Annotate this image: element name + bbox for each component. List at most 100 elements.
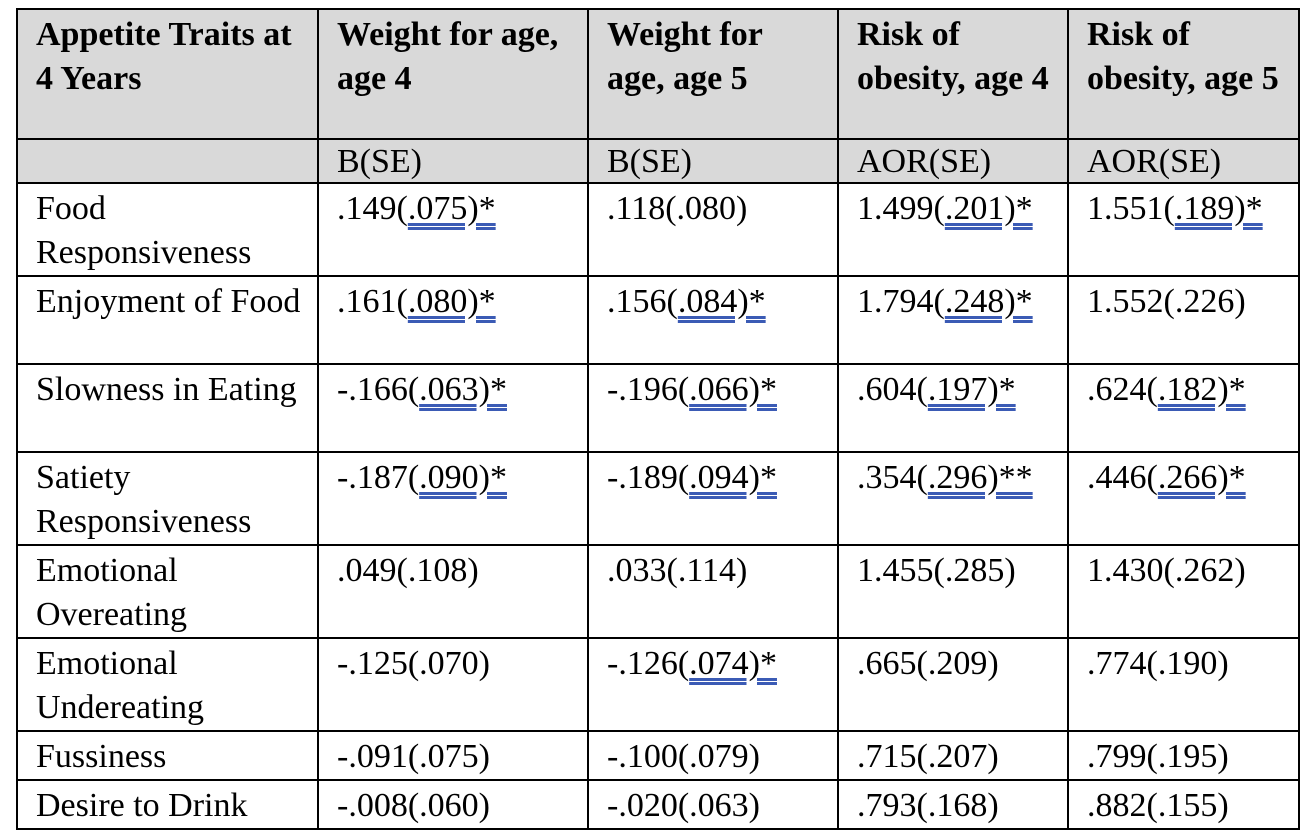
underlined-value-link[interactable]: .248)* <box>944 283 1033 320</box>
value-text: .049(.108) <box>337 552 479 589</box>
table-row: Satiety Responsiveness -.187(.090)* -.189(… <box>16 451 1300 546</box>
value-text: .156( <box>607 283 678 320</box>
value-cell: 1.551(.189)* <box>1067 182 1300 277</box>
table-row: Slowness in Eating -.166(.063)* -.196(.066… <box>16 363 1300 453</box>
underlined-value-link[interactable]: .201)* <box>944 190 1033 227</box>
underlined-value-link[interactable]: .296)** <box>927 459 1033 496</box>
value-cell: .624(.182)* <box>1067 363 1300 453</box>
value-cell: .793(.168) <box>837 779 1069 830</box>
trait-name-cell: Satiety Responsiveness <box>16 451 319 546</box>
trait-name-cell: Emotional Overeating <box>16 544 319 639</box>
value-cell: .446(.266)* <box>1067 451 1300 546</box>
header-weight-age-4: Weight for age, age 4 <box>317 8 589 140</box>
underlined-value-link[interactable]: .066)* <box>689 371 777 408</box>
value-text: -.125(.070) <box>337 645 490 682</box>
value-cell: .149(.075)* <box>317 182 589 277</box>
underlined-value-link[interactable]: .182)* <box>1157 371 1246 408</box>
value-text: .774(.190) <box>1087 645 1229 682</box>
value-cell: .799(.195) <box>1067 730 1300 781</box>
underlined-value-link[interactable]: .197)* <box>927 371 1016 408</box>
underlined-value-link[interactable]: .075)* <box>407 190 496 227</box>
value-text: -.196( <box>607 371 690 408</box>
value-text: .715(.207) <box>857 738 999 775</box>
trait-name-cell: Slowness in Eating <box>16 363 319 453</box>
value-text: 1.551( <box>1087 190 1175 227</box>
value-cell: .118(.080) <box>587 182 839 277</box>
appetite-traits-table: Appetite Traits at 4 Years Weight for ag… <box>16 8 1300 830</box>
underlined-value-link[interactable]: .189)* <box>1174 190 1263 227</box>
value-cell: -.008(.060) <box>317 779 589 830</box>
value-cell: .774(.190) <box>1067 637 1300 732</box>
value-text: .033(.114) <box>607 552 748 589</box>
table-row: Emotional Undereating -.125(.070) -.126(.0… <box>16 637 1300 732</box>
value-text: 1.794( <box>857 283 945 320</box>
header-appetite-traits: Appetite Traits at 4 Years <box>16 8 319 140</box>
value-text: .354( <box>857 459 928 496</box>
value-cell: .715(.207) <box>837 730 1069 781</box>
value-cell: -.166(.063)* <box>317 363 589 453</box>
trait-name-cell: Enjoyment of Food <box>16 275 319 365</box>
value-cell: -.125(.070) <box>317 637 589 732</box>
underlined-value-link[interactable]: .063)* <box>419 371 507 408</box>
subheader-cell: AOR(SE) <box>837 138 1069 184</box>
value-cell: -.126(.074)* <box>587 637 839 732</box>
value-text: 1.455(.285) <box>857 552 1016 589</box>
trait-name-cell: Food Responsiveness <box>16 182 319 277</box>
header-weight-age-5: Weight for age, age 5 <box>587 8 839 140</box>
value-cell: .882(.155) <box>1067 779 1300 830</box>
value-cell: .665(.209) <box>837 637 1069 732</box>
value-text: -.020(.063) <box>607 787 760 824</box>
value-cell: 1.430(.262) <box>1067 544 1300 639</box>
value-cell: -.091(.075) <box>317 730 589 781</box>
subheader-cell: B(SE) <box>587 138 839 184</box>
subheader-cell <box>16 138 319 184</box>
table-body: Food Responsiveness .149(.075)* .118(.080)… <box>16 182 1300 830</box>
underlined-value-link[interactable]: .080)* <box>407 283 496 320</box>
underlined-value-link[interactable]: .084)* <box>677 283 766 320</box>
table-row: Food Responsiveness .149(.075)* .118(.080)… <box>16 182 1300 277</box>
value-cell: 1.794(.248)* <box>837 275 1069 365</box>
value-text: .793(.168) <box>857 787 999 824</box>
value-text: .446( <box>1087 459 1158 496</box>
value-text: -.187( <box>337 459 420 496</box>
subheader-cell: AOR(SE) <box>1067 138 1300 184</box>
table-row: Enjoyment of Food .161(.080)* .156(.084)* 1… <box>16 275 1300 365</box>
value-text: .149( <box>337 190 408 227</box>
underlined-value-link[interactable]: .090)* <box>419 459 507 496</box>
subheader-cell: B(SE) <box>317 138 589 184</box>
value-text: .799(.195) <box>1087 738 1229 775</box>
value-cell: 1.455(.285) <box>837 544 1069 639</box>
value-text: .882(.155) <box>1087 787 1229 824</box>
value-cell: -.100(.079) <box>587 730 839 781</box>
value-cell: -.187(.090)* <box>317 451 589 546</box>
value-text: -.091(.075) <box>337 738 490 775</box>
value-text: 1.499( <box>857 190 945 227</box>
value-text: .604( <box>857 371 928 408</box>
trait-name-cell: Emotional Undereating <box>16 637 319 732</box>
header-obesity-age-5: Risk of obesity, age 5 <box>1067 8 1300 140</box>
value-cell: .156(.084)* <box>587 275 839 365</box>
value-cell: .049(.108) <box>317 544 589 639</box>
value-cell: .161(.080)* <box>317 275 589 365</box>
value-text: .118(.080) <box>607 190 748 227</box>
value-cell: 1.499(.201)* <box>837 182 1069 277</box>
underlined-value-link[interactable]: .266)* <box>1157 459 1246 496</box>
value-cell: -.196(.066)* <box>587 363 839 453</box>
value-cell: .033(.114) <box>587 544 839 639</box>
value-cell: 1.552(.226) <box>1067 275 1300 365</box>
value-text: .161( <box>337 283 408 320</box>
value-text: -.166( <box>337 371 420 408</box>
value-cell: -.189(.094)* <box>587 451 839 546</box>
trait-name-cell: Fussiness <box>16 730 319 781</box>
trait-name-cell: Desire to Drink <box>16 779 319 830</box>
value-cell: .354(.296)** <box>837 451 1069 546</box>
value-text: .624( <box>1087 371 1158 408</box>
value-text: -.008(.060) <box>337 787 490 824</box>
table-row: Desire to Drink -.008(.060) -.020(.063) .79… <box>16 779 1300 830</box>
header-obesity-age-4: Risk of obesity, age 4 <box>837 8 1069 140</box>
value-text: -.189( <box>607 459 690 496</box>
value-cell: .604(.197)* <box>837 363 1069 453</box>
underlined-value-link[interactable]: .094)* <box>689 459 777 496</box>
underlined-value-link[interactable]: .074)* <box>689 645 777 682</box>
value-text: 1.430(.262) <box>1087 552 1246 589</box>
